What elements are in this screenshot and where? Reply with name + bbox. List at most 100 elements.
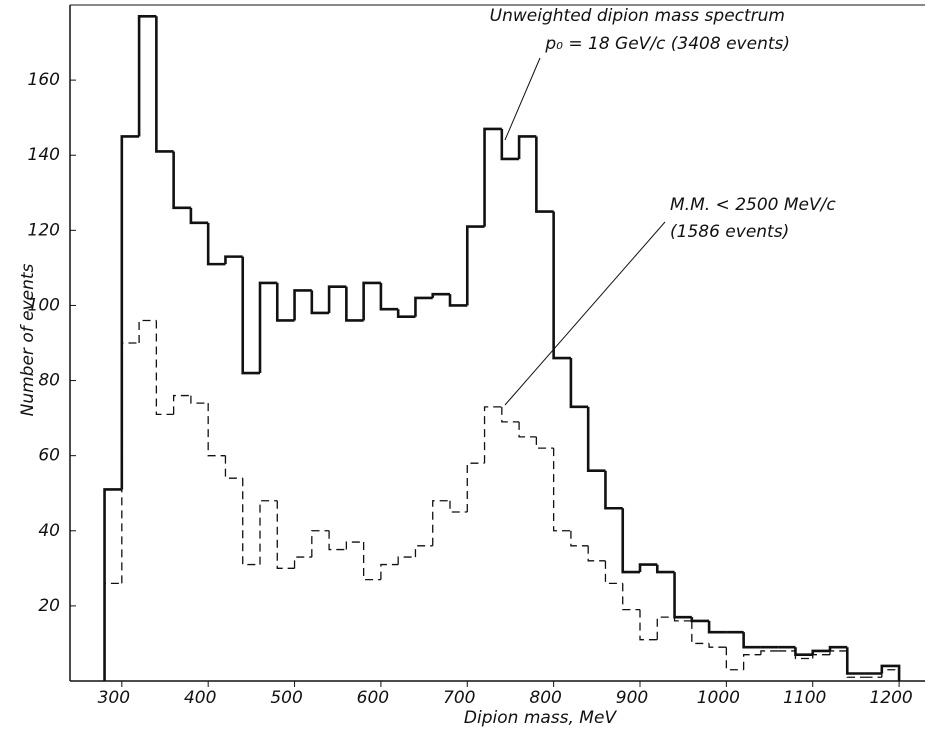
x-tick-label: 800 [529, 688, 561, 708]
histogram-step [466, 462, 485, 512]
histogram-step [465, 225, 485, 306]
histogram-step [656, 616, 675, 640]
histogram-step [224, 255, 243, 265]
histogram-step [742, 654, 761, 670]
histogram-step [829, 650, 848, 655]
y-tick-label: 120 [28, 220, 60, 240]
histogram-step [552, 211, 571, 360]
histogram-step [621, 508, 640, 574]
histogram-step [570, 530, 589, 547]
histogram-step [362, 281, 381, 321]
histogram-step [103, 488, 122, 681]
x-tick-label: 400 [184, 688, 216, 708]
y-tick-label: 40 [38, 521, 60, 541]
x-axis-label: Dipion mass, MeV [464, 708, 618, 728]
histogram-step [725, 647, 744, 671]
histogram-step [259, 500, 278, 565]
histogram-step [708, 643, 727, 648]
histogram-step [794, 650, 813, 660]
histogram-step [552, 448, 571, 532]
histogram-step [690, 617, 710, 623]
histogram-step [707, 620, 727, 634]
leader-line [504, 57, 541, 141]
histogram-step [483, 127, 502, 227]
x-tick-label: 1200 [869, 688, 912, 708]
histogram-step [673, 572, 692, 619]
histogram-step [137, 14, 157, 137]
histogram-step [742, 632, 761, 649]
histogram-step [379, 282, 399, 311]
histogram-step [587, 545, 606, 562]
histogram-step [794, 647, 813, 657]
histogram-step [639, 609, 658, 641]
histogram-step [448, 294, 468, 307]
leader-line [504, 221, 666, 406]
histogram-step [138, 319, 157, 343]
x-tick-label: 700 [443, 688, 475, 708]
histogram-step [655, 564, 675, 574]
histogram-step [812, 654, 830, 659]
y-tick-label: 100 [28, 295, 60, 315]
histogram-step [396, 309, 416, 319]
histogram-step [155, 320, 174, 416]
histogram-step [311, 530, 330, 558]
y-tick-label: 60 [38, 446, 60, 466]
y-tick-label: 140 [28, 145, 60, 165]
histogram-step [622, 583, 640, 611]
y-axis-label: Number of events [18, 263, 38, 416]
annotation: (1586 events) [670, 222, 789, 242]
histogram-step [760, 650, 779, 655]
histogram-step [414, 545, 433, 558]
histogram-step [846, 650, 865, 678]
histogram-step [586, 406, 606, 472]
histogram-step [501, 406, 520, 423]
histogram-step [811, 649, 830, 655]
x-tick-label: 300 [98, 688, 130, 708]
histogram-step [431, 292, 450, 298]
histogram-step [103, 582, 122, 681]
x-tick-label: 500 [270, 688, 302, 708]
histogram-step [845, 647, 865, 675]
histogram-step [569, 358, 589, 409]
histogram-step [432, 500, 450, 546]
histogram-step [190, 395, 209, 404]
histogram-step [293, 289, 312, 321]
histogram-step [293, 556, 312, 569]
annotation: p₀ = 18 GeV/c (3408 events) [544, 34, 790, 54]
x-tick-label: 1000 [697, 688, 740, 708]
histogram-step [120, 135, 140, 490]
histogram-step [155, 16, 174, 153]
histogram-step [224, 455, 243, 479]
histogram-step [691, 620, 710, 645]
histogram-step [880, 664, 901, 681]
histogram-step [414, 296, 433, 317]
y-tick-label: 160 [28, 70, 60, 90]
histogram-step [397, 556, 416, 565]
histogram-step [121, 342, 140, 584]
histogram-step [172, 394, 191, 415]
histogram-step [380, 563, 399, 580]
histogram-step [276, 500, 295, 569]
histogram-step [310, 290, 330, 315]
histogram-step [535, 136, 554, 213]
histogram-step [258, 281, 278, 374]
histogram-step [345, 541, 364, 550]
histogram-step [517, 135, 537, 159]
histogram-step [206, 222, 226, 266]
histogram-step [518, 421, 537, 438]
annotation: M.M. < 2500 MeV/c [670, 195, 836, 215]
annotation: Unweighted dipion mass spectrum [490, 6, 785, 26]
histogram-step [604, 560, 623, 585]
histogram-step [172, 151, 191, 210]
histogram-step [483, 406, 502, 464]
histogram-step [535, 436, 554, 449]
x-tick-label: 900 [616, 688, 648, 708]
histogram-step [828, 645, 848, 651]
histogram-step [275, 282, 295, 322]
x-tick-label: 1100 [783, 688, 826, 708]
histogram-step [638, 563, 658, 573]
histogram-step [189, 207, 209, 225]
histogram-step [673, 617, 692, 622]
histogram-step [881, 669, 900, 681]
